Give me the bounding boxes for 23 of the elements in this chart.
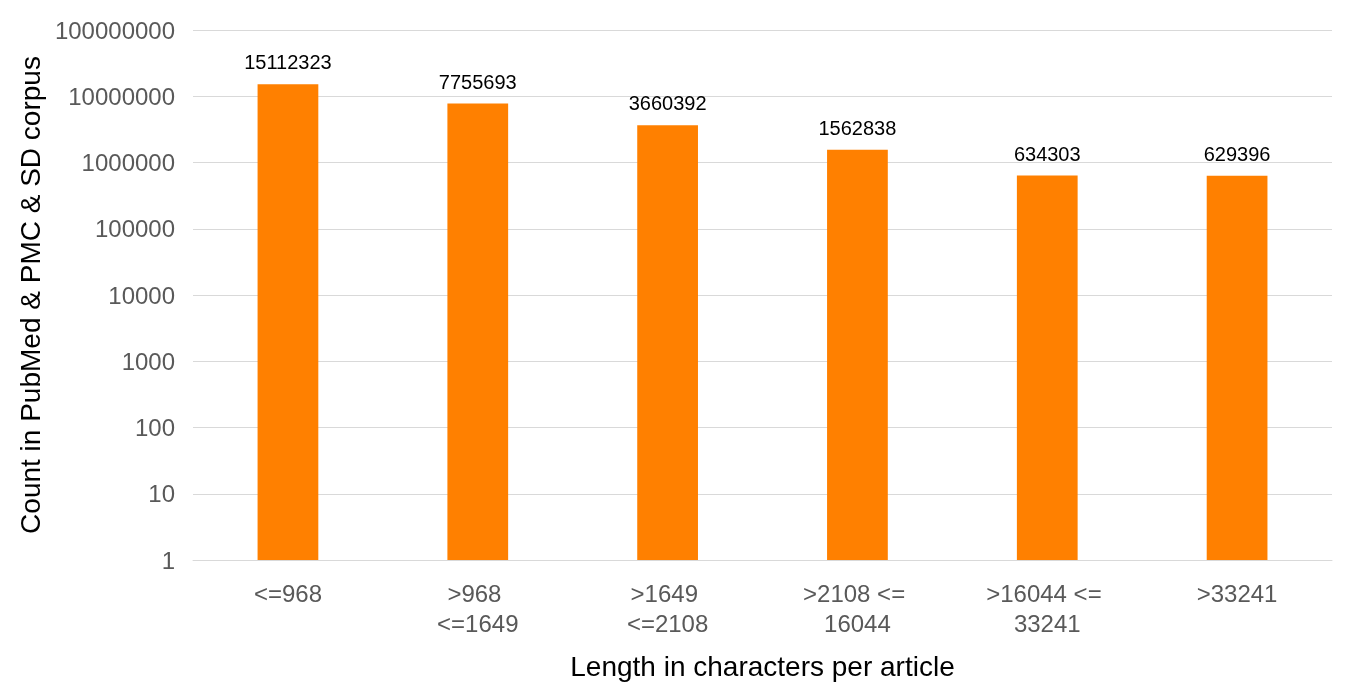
x-tick-label: >16044 <= 33241 bbox=[986, 579, 1109, 637]
x-tick-label: >33241 bbox=[1196, 579, 1278, 607]
data-label: 629396 bbox=[1203, 142, 1271, 165]
data-label: 1562838 bbox=[818, 116, 897, 139]
y-tick-label: 10000 bbox=[108, 281, 176, 309]
y-tick-label: 10 bbox=[148, 480, 176, 508]
y-tick-label: 100 bbox=[134, 414, 176, 441]
data-label: 3660392 bbox=[628, 92, 707, 115]
y-tick-label: 100000 bbox=[94, 215, 176, 243]
data-label: 15112323 bbox=[244, 51, 332, 74]
x-axis-title: Length in characters per article bbox=[570, 650, 955, 682]
y-tick-label: 1 bbox=[161, 546, 176, 574]
y-tick-label: 1000 bbox=[121, 347, 176, 375]
x-tick-label: >1649 <=2108 bbox=[626, 579, 709, 637]
y-tick-label: 100000000 bbox=[54, 16, 176, 44]
y-tick-label: 10000000 bbox=[68, 82, 176, 110]
x-tick-label: >2108 <= 16044 bbox=[803, 579, 912, 637]
y-axis-title: Count in PubMed & PMC & SD corpus bbox=[14, 56, 46, 534]
data-label: 634303 bbox=[1013, 142, 1081, 165]
x-tick-label: >968 <=1649 bbox=[437, 579, 519, 637]
y-tick-label: 1000000 bbox=[81, 149, 176, 176]
data-label: 7755693 bbox=[438, 70, 517, 93]
x-tick-label: <=968 bbox=[253, 579, 322, 607]
